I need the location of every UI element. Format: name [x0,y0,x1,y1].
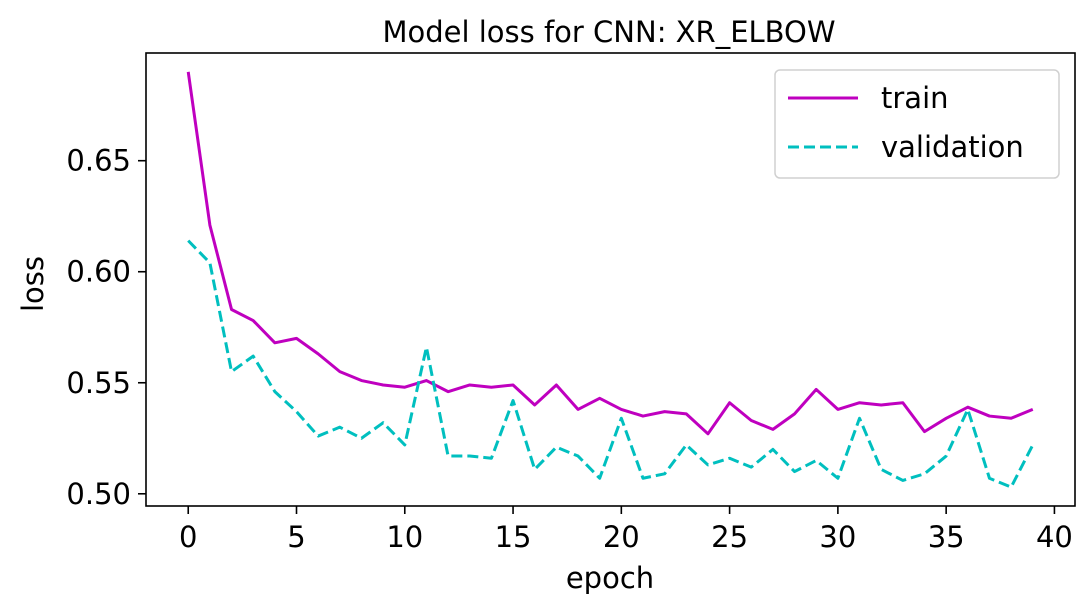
legend: train validation [774,69,1060,179]
x-axis-ticks: 0 5 10 15 20 25 30 35 40 [179,506,1073,554]
chart-title: Model loss for CNN: XR_ELBOW [382,15,835,49]
x-tick-label: 0 [179,520,197,554]
y-tick-label: 0.55 [66,366,131,400]
x-axis-label: epoch [566,561,654,595]
y-axis-label: loss [16,256,50,312]
y-axis-ticks: 0.50 0.55 0.60 0.65 [66,144,146,511]
legend-label-train: train [881,81,949,115]
x-tick-label: 10 [386,520,423,554]
x-tick-label: 15 [495,520,532,554]
x-tick-label: 35 [928,520,965,554]
x-tick-label: 25 [711,520,748,554]
y-tick-label: 0.65 [66,144,131,178]
plot-area [145,52,1076,507]
y-tick-label: 0.60 [66,255,131,289]
x-tick-label: 30 [819,520,856,554]
axes-frame [145,52,1076,507]
y-tick-label: 0.50 [66,477,131,511]
legend-label-validation: validation [881,130,1024,164]
x-tick-label: 40 [1036,520,1073,554]
series-line-validation [187,239,1035,489]
x-tick-label: 5 [287,520,305,554]
series-line-train [186,71,1034,436]
x-tick-label: 20 [603,520,640,554]
